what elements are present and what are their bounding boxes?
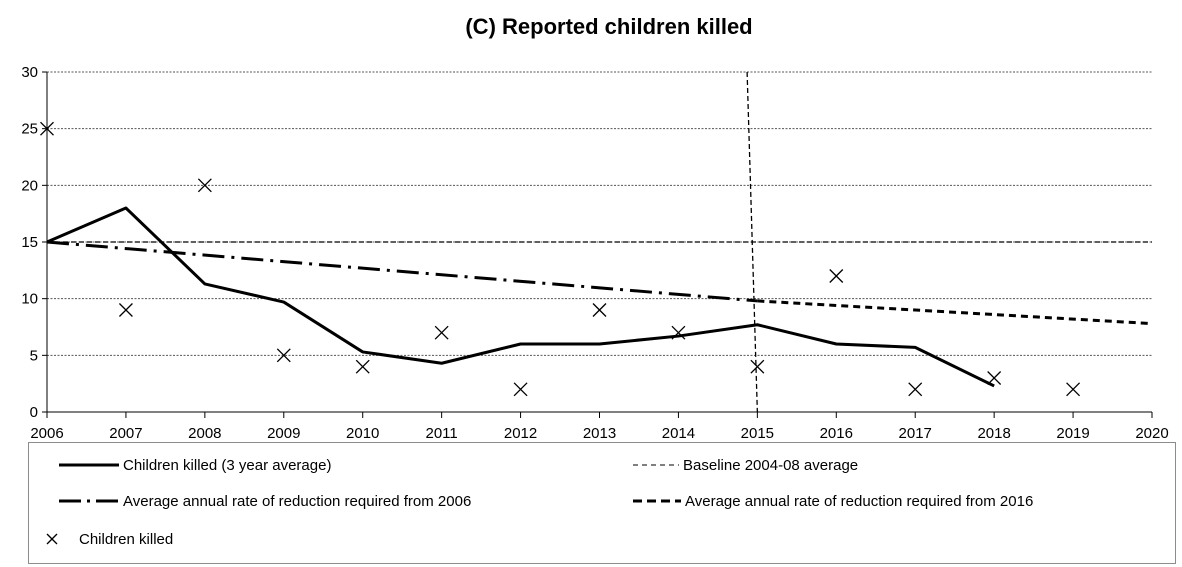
legend-label: Average annual rate of reduction require… (685, 492, 1034, 510)
marker-stroke (197, 178, 212, 193)
x-tick-label: 2018 (977, 425, 1010, 440)
legend-swatch-short-dash (633, 464, 679, 466)
series-line-reduction-2006 (46, 240, 758, 303)
y-tick-label: 5 (30, 347, 38, 364)
marker-stroke (592, 303, 607, 317)
marker-stroke (355, 359, 370, 374)
x-tick-label: 2007 (109, 425, 142, 440)
data-point-marker (592, 303, 607, 317)
data-point-marker (829, 269, 844, 283)
x-tick-label: 2015 (741, 425, 774, 440)
x-tick-label: 2013 (583, 425, 616, 440)
marker-stroke (671, 325, 686, 340)
marker-stroke (513, 382, 528, 397)
data-point-marker (750, 359, 765, 374)
x-tick-label: 2012 (504, 425, 537, 440)
x-tick-label: 2006 (30, 425, 63, 440)
legend-item-children-killed: Children killed (39, 527, 173, 551)
y-tick-labels: 0 5 10 15 20 25 30 (21, 64, 38, 421)
data-point-marker (671, 325, 686, 340)
series-line-3yr-average (46, 206, 995, 388)
data-point-marker (434, 325, 449, 340)
y-tick-label: 25 (21, 121, 38, 138)
series-markers (40, 121, 1081, 397)
x-tick-label: 2014 (662, 425, 695, 440)
y-tick-label: 10 (21, 291, 38, 308)
x-tick-label: 2010 (346, 425, 379, 440)
data-point-marker (355, 359, 370, 374)
marker-stroke (908, 382, 923, 397)
x-tick-label: 2020 (1135, 425, 1168, 440)
x-tick-label: 2019 (1056, 425, 1089, 440)
x-tick-label: 2017 (899, 425, 932, 440)
x-tick-label: 2016 (820, 425, 853, 440)
axes (42, 71, 1153, 418)
series-line-reduction-2016 (757, 299, 1153, 326)
legend-label: Children killed (79, 530, 174, 548)
data-point-marker (118, 303, 133, 317)
legend-swatch-x-marker (46, 533, 58, 545)
legend-label: Average annual rate of reduction require… (123, 492, 472, 510)
y-tick-label: 20 (21, 177, 38, 194)
marker-stroke (276, 348, 291, 363)
marker-stroke (987, 371, 1002, 385)
legend-item-reduction-2006: Average annual rate of reduction require… (57, 489, 471, 513)
y-tick-label: 30 (21, 64, 38, 81)
x-tick-label: 2008 (188, 425, 221, 440)
legend-label: Baseline 2004-08 average (683, 456, 859, 474)
x-tick-label: 2009 (267, 425, 300, 440)
data-point-marker (513, 382, 528, 397)
legend-item-baseline: Baseline 2004-08 average (631, 453, 858, 477)
legend-item-reduction-2016: Average annual rate of reduction require… (631, 489, 1033, 513)
marker-stroke (750, 359, 765, 374)
legend-item-3yr-average: Children killed (3 year average) (57, 453, 331, 477)
data-point-marker (1066, 382, 1081, 397)
chart-title: (C) Reported children killed (465, 14, 753, 39)
x-tick-label: 2011 (426, 425, 458, 440)
data-point-marker (908, 382, 923, 397)
chart-plot: 0 5 10 15 20 25 30 2006 2007 2008 2009 2010 2011 201… (21, 64, 1168, 440)
series-lines (46, 206, 1153, 388)
y-tick-label: 15 (21, 234, 38, 251)
data-point-marker (276, 348, 291, 363)
legend: Children killed (3 year average) Baselin… (28, 442, 1176, 564)
marker-stroke (1066, 382, 1081, 397)
legend-swatch-solid (59, 463, 119, 467)
marker-stroke (118, 303, 133, 317)
marker-stroke (829, 269, 844, 283)
legend-swatch-dash-dot (59, 499, 119, 503)
y-tick-label: 0 (30, 404, 38, 421)
marker-stroke (434, 325, 449, 340)
data-point-marker (197, 178, 212, 193)
x-tick-labels: 2006 2007 2008 2009 2010 2011 2012 2013 2014 2015… (30, 425, 1168, 440)
legend-label: Children killed (3 year average) (123, 456, 332, 474)
data-point-marker (987, 371, 1002, 385)
legend-swatch-dash (633, 499, 681, 503)
